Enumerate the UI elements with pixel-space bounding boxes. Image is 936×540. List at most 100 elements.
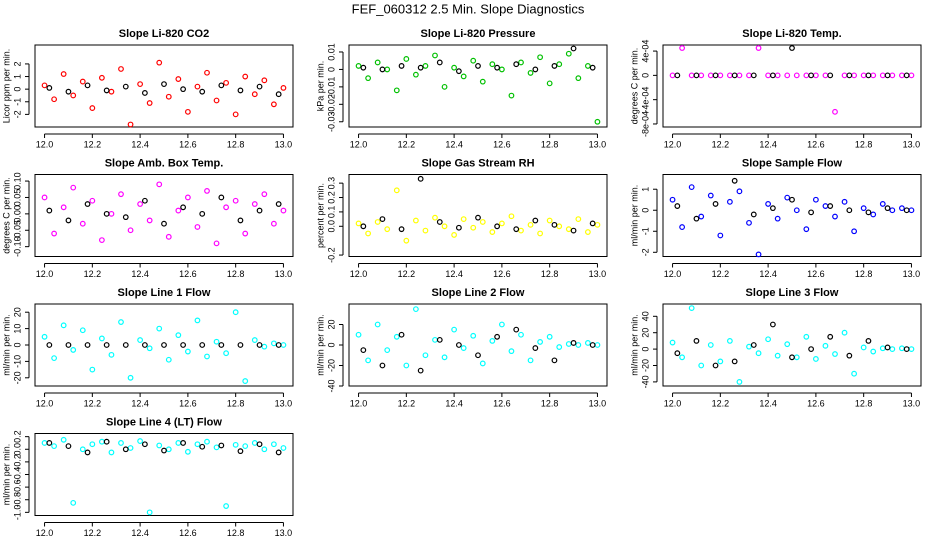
point <box>232 309 239 316</box>
point <box>360 223 367 230</box>
point <box>589 342 596 348</box>
point <box>851 72 858 79</box>
point <box>518 331 524 338</box>
y-tick-label: -0.03 <box>326 112 336 133</box>
point <box>494 223 501 230</box>
point <box>736 188 743 195</box>
point <box>889 207 896 214</box>
point <box>674 72 681 79</box>
point <box>261 77 268 84</box>
point <box>889 72 896 79</box>
point <box>103 342 110 348</box>
point <box>127 374 134 381</box>
x-tick-label: 12.4 <box>131 398 149 408</box>
point <box>832 213 838 220</box>
point <box>180 204 187 211</box>
point <box>412 71 419 78</box>
point <box>832 108 838 115</box>
point <box>242 443 249 450</box>
point <box>422 227 429 234</box>
point <box>750 211 757 218</box>
point <box>513 326 520 333</box>
point <box>79 446 86 453</box>
y-axis-label: ml/min per min. <box>1 314 11 376</box>
y-axis-label: ml/min per min. <box>629 314 639 376</box>
point <box>374 321 381 328</box>
point <box>712 72 719 79</box>
point <box>118 191 124 198</box>
point <box>532 66 539 73</box>
y-axis-label: ml/min per min. <box>315 314 325 376</box>
point <box>103 87 110 94</box>
point <box>532 217 539 224</box>
point <box>513 226 520 233</box>
point <box>393 87 400 94</box>
point <box>161 81 167 88</box>
point <box>508 92 515 99</box>
point <box>698 213 705 220</box>
point <box>726 72 733 79</box>
x-tick-label: 12.6 <box>493 139 511 149</box>
point <box>251 91 258 98</box>
point <box>808 72 815 79</box>
point <box>223 79 230 86</box>
point <box>60 204 67 211</box>
y-tick-label: -0.8 <box>12 492 22 508</box>
point <box>451 64 458 71</box>
point <box>65 88 72 95</box>
point <box>256 441 263 448</box>
point <box>669 72 676 79</box>
x-tick-label: 13.0 <box>589 139 607 149</box>
point <box>180 342 187 348</box>
point <box>360 64 367 71</box>
point <box>908 207 915 214</box>
point <box>846 352 853 359</box>
point <box>494 333 501 340</box>
y-tick-label: 1 <box>12 74 22 79</box>
x-tick-label: 12.8 <box>541 398 559 408</box>
point <box>822 72 829 79</box>
point <box>103 210 110 217</box>
point <box>156 442 163 449</box>
point <box>726 338 733 344</box>
point <box>223 503 230 509</box>
point <box>865 209 872 216</box>
point <box>379 362 386 369</box>
point <box>194 441 201 448</box>
point <box>470 332 477 339</box>
x-tick-label: 12.8 <box>855 139 873 149</box>
point <box>688 305 695 312</box>
point <box>594 118 601 125</box>
point <box>803 72 810 79</box>
point <box>280 445 287 451</box>
x-tick-label: 12.2 <box>84 528 102 538</box>
panel-title: Slope Line 1 Flow <box>118 287 211 299</box>
point <box>731 177 738 184</box>
point <box>122 342 129 348</box>
point <box>79 327 86 334</box>
point <box>275 449 282 456</box>
y-tick-label: -20 <box>12 371 22 384</box>
point <box>355 63 362 69</box>
x-tick-label: 12.4 <box>759 269 777 279</box>
point <box>270 441 277 448</box>
point <box>851 228 858 235</box>
point <box>551 63 558 69</box>
panel-title: Slope Li-820 Pressure <box>421 28 536 40</box>
x-tick-label: 12.0 <box>350 269 368 279</box>
x-tick-label: 12.4 <box>131 269 149 279</box>
point <box>812 356 819 362</box>
x-tick-label: 12.8 <box>227 528 245 538</box>
point <box>808 209 815 216</box>
point <box>79 220 86 227</box>
point <box>693 72 700 79</box>
x-tick-label: 12.2 <box>398 269 416 279</box>
point <box>498 220 505 227</box>
point <box>860 72 867 79</box>
point <box>242 73 249 80</box>
point <box>417 175 424 182</box>
y-tick-label: -40 <box>640 375 650 388</box>
point <box>398 63 405 69</box>
point <box>374 219 381 225</box>
panel-title: Slope Line 4 (LT) Flow <box>106 416 222 428</box>
